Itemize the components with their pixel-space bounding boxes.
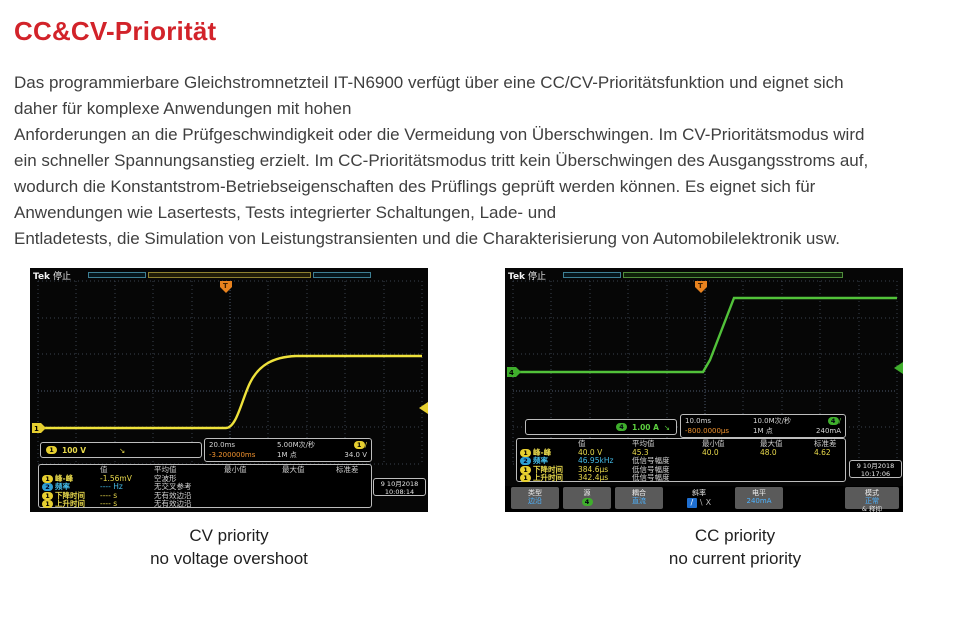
channel-readout: 1 100 V ↘	[40, 442, 202, 458]
sample-rate: 5.00M次/秒	[277, 441, 315, 449]
trigger-level-marker-icon	[894, 362, 903, 374]
col-header-max: 最大值	[760, 439, 783, 448]
slope-either-icon: X	[705, 498, 712, 507]
trigger-level: 34.0 V	[344, 451, 367, 459]
timebase-scale: 20.0ms	[209, 441, 236, 449]
acquisition-bar-window	[148, 272, 311, 278]
svg-text:T: T	[698, 282, 703, 290]
paragraph-line: Entladetests, die Simulation von Leistun…	[14, 229, 840, 248]
measurement-row: 2 频率 46.95kHz 低信号幅度	[520, 456, 842, 466]
source-channel-chip: 4	[581, 498, 593, 506]
scope-header: Tek 停止	[508, 269, 546, 282]
scope-date: 9 10月2018	[856, 462, 895, 470]
trigger-source-chip: 4	[827, 417, 839, 425]
svg-text:4: 4	[509, 369, 514, 377]
measurement-row: 1 峰-峰 40.0 V 45.3 40.0 48.0 4.62	[520, 448, 842, 458]
svg-text:T: T	[223, 282, 228, 290]
trigger-level-marker-icon	[419, 402, 428, 414]
trigger-position-marker-icon	[695, 281, 707, 293]
slope-rising-icon: /	[686, 498, 697, 508]
scope-date: 9 10月2018	[380, 480, 419, 488]
menu-button-type: 类型 边沿	[511, 487, 559, 509]
measurement-row: 2 频率 ---- Hz 无交叉参考	[42, 482, 368, 492]
trigger-slope-icon: /	[838, 417, 841, 425]
menu-button-level: 电平 240mA	[735, 487, 783, 509]
tek-logo: Tek	[33, 272, 51, 282]
ch1-ground-marker-icon	[32, 423, 46, 433]
sample-rate: 10.0M次/秒	[753, 417, 791, 425]
paragraph-line: wodurch die Konstantstrom-Betriebseigens…	[14, 177, 816, 196]
channel-scale: 100 V	[62, 445, 87, 455]
scope-screenshot-cv-priority: Tek 停止 1 T	[30, 268, 428, 512]
timebase-readout: 10.0ms 10.0M次/秒 4/ -800.0000µs 1M 点 240m…	[680, 414, 846, 438]
timebase-scale: 10.0ms	[685, 417, 712, 425]
trigger-menu-bar: 类型 边沿 源 4 耦合 直流 斜率 / \ X 电平 240m	[505, 486, 903, 512]
trigger-source-chip: 1	[353, 441, 365, 449]
measurement-row: 1 上升时间 ---- s 无有效边沿	[42, 500, 368, 509]
measurement-table: 值 平均值 最小值 最大值 标准差 1 峰-峰 40.0 V 45.3 40.0 …	[516, 438, 846, 483]
measurement-row: 1 下降时间 384.6µs 低信号幅度	[520, 465, 842, 475]
menu-button-mode: 模式 正常 & 释抑	[845, 487, 899, 512]
trigger-position-marker-icon	[220, 281, 232, 293]
datetime-readout: 9 10月2018 10:08:14	[373, 478, 426, 496]
measurement-row: 1 上升时间 342.4µs 低信号幅度	[520, 474, 842, 483]
waveform-display: 1 T	[32, 280, 428, 465]
ch1-waveform	[38, 354, 422, 430]
measurement-table: 值 平均值 最小值 最大值 标准差 1 峰-峰 -1.56mV 空波形 2 频率 -…	[38, 464, 372, 509]
acquisition-status: 停止	[53, 272, 72, 282]
channel-4-chip: 4	[616, 423, 627, 431]
paragraph-line: Das programmierbare Gleichstromnetzteil …	[14, 73, 844, 92]
paragraph-line: Anforderungen an die Prüfgeschwindigkeit…	[14, 125, 865, 144]
col-header-mean: 平均值	[154, 465, 177, 474]
datetime-readout: 9 10月2018 10:17:06	[849, 460, 902, 478]
scope-screenshot-cc-priority: Tek 停止 4 T 4	[505, 268, 903, 512]
col-header-std: 标准差	[336, 465, 359, 474]
ch4-waveform	[513, 296, 897, 374]
probe-icon: ↘	[119, 445, 126, 455]
channel-readout: 4 1.00 A ↘	[525, 419, 677, 435]
trigger-delay: -800.0000µs	[685, 427, 730, 435]
col-header-mean: 平均值	[632, 439, 655, 448]
record-length: 1M 点	[277, 451, 297, 459]
col-header-max: 最大值	[282, 465, 305, 474]
channel-1-chip: 1	[46, 446, 57, 454]
col-header-std: 标准差	[814, 439, 837, 448]
measurement-row: 1 峰-峰 -1.56mV 空波形	[42, 474, 368, 484]
measurement-row: 1 下降时间 ---- s 无有效边沿	[42, 491, 368, 501]
col-header-min: 最小值	[224, 465, 247, 474]
body-paragraph: Das programmierbare Gleichstromnetzteil …	[14, 70, 964, 252]
col-header-value: 值	[100, 465, 108, 474]
scope-time: 10:08:14	[384, 488, 415, 496]
acquisition-bar-segment	[313, 272, 371, 278]
trigger-delay: -3.200000ms	[209, 451, 256, 459]
menu-button-source: 源 4	[563, 487, 611, 509]
col-header-value: 值	[578, 439, 586, 448]
tek-logo: Tek	[508, 272, 526, 282]
channel-scale: 1.00 A	[632, 422, 659, 432]
paragraph-line: Anwendungen wie Lasertests, Tests integr…	[14, 203, 557, 222]
probe-icon: ↘	[663, 422, 671, 432]
menu-button-coupling: 耦合 直流	[615, 487, 663, 509]
caption-cc-priority: CC priority no current priority	[668, 526, 802, 568]
scope-header: Tek 停止	[33, 269, 71, 282]
paragraph-line: ein schneller Spannungsanstieg erzielt. …	[14, 151, 869, 170]
acquisition-bar-segment	[88, 272, 146, 278]
scope-time: 10:17:06	[860, 470, 891, 478]
acquisition-status: 停止	[528, 272, 547, 282]
acquisition-bar-window	[623, 272, 843, 278]
acquisition-bar-segment	[563, 272, 621, 278]
trigger-slope-icon: /	[364, 441, 367, 449]
paragraph-line: daher für komplexe Anwendungen mit hohen	[14, 99, 352, 118]
timebase-readout: 20.0ms 5.00M次/秒 1/ -3.200000ms 1M 点 34.0…	[204, 438, 372, 462]
svg-text:1: 1	[34, 425, 39, 433]
ch4-ground-marker-icon	[507, 367, 521, 377]
page-title: CC&CV-Priorität	[14, 16, 217, 46]
caption-cv-priority: CV priority no voltage overshoot	[150, 526, 308, 568]
slope-falling-icon: \	[699, 498, 703, 507]
record-length: 1M 点	[753, 427, 773, 435]
menu-button-slope: 斜率 / \ X	[667, 487, 731, 509]
trigger-level: 240mA	[816, 427, 841, 435]
col-header-min: 最小值	[702, 439, 725, 448]
